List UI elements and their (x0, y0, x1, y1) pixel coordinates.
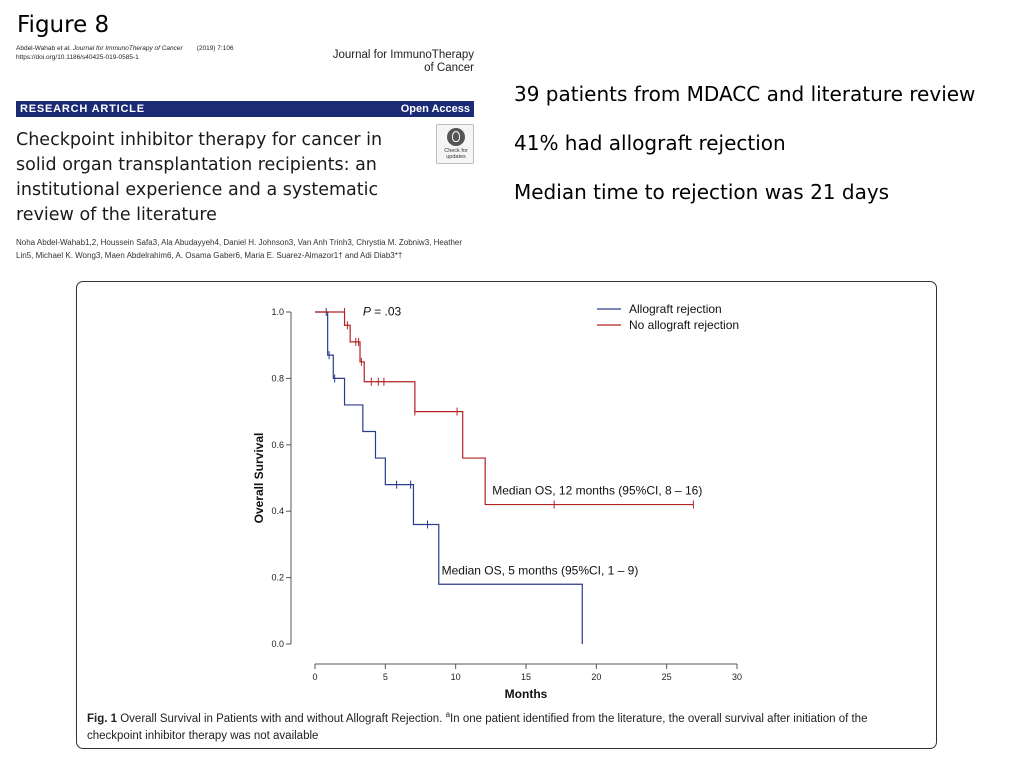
badge-text-line1: Check for (444, 148, 468, 154)
survival-curve (315, 311, 694, 506)
bullet-item: 39 patients from MDACC and literature re… (514, 82, 976, 106)
bullet-list: 39 patients from MDACC and literature re… (514, 70, 975, 217)
y-tick-label: 1.0 (271, 307, 284, 317)
x-tick-label: 0 (312, 672, 317, 682)
citation-authors: Abdel-Wahab (16, 45, 57, 52)
y-tick-label: 0.6 (271, 440, 284, 450)
paper-header: Abdel-Wahab et al. Journal for ImmunoThe… (16, 44, 476, 266)
badge-text-line2: updates (446, 154, 466, 160)
x-tick-label: 10 (451, 672, 461, 682)
figure-caption: Fig. 1 Overall Survival in Patients with… (87, 706, 917, 745)
citation: Abdel-Wahab et al. Journal for ImmunoThe… (16, 44, 234, 62)
journal-logo: Journal for ImmunoTherapy of Cancer (333, 49, 474, 74)
caption-sup: a (445, 710, 451, 719)
journal-name-line2: of Cancer (424, 61, 474, 74)
banner-open-access: Open Access (400, 103, 470, 115)
survival-curve (315, 311, 583, 644)
author-list: Noha Abdel-Wahab1,2, Houssein Safa3, Ala… (16, 238, 463, 260)
figure-panel: 0.0 0.2 0.4 0.6 0.8 1.0 0 5 10 15 20 25 30 Months Over… (76, 281, 937, 749)
y-tick-label: 0.0 (271, 639, 284, 649)
caption-rest: In one patient identified from the liter… (87, 712, 868, 742)
chart-annotation: Median OS, 5 months (95%CI, 1 – 9) (442, 563, 639, 577)
caption-text: Overall Survival in Patients with and wi… (117, 712, 446, 725)
x-tick-label: 30 (732, 672, 742, 682)
chart-annotation: Median OS, 12 months (95%CI, 8 – 16) (492, 484, 702, 498)
banner-article-type: RESEARCH ARTICLE (20, 103, 145, 115)
x-tick-label: 5 (383, 672, 388, 682)
legend-entry: Allograft rejection (629, 302, 722, 316)
chart-annotation: P = .03 (363, 304, 402, 318)
citation-journal: et al. Journal for ImmunoTherapy of Canc… (56, 45, 183, 52)
y-tick-label: 0.2 (271, 573, 284, 583)
y-tick-label: 0.8 (271, 373, 284, 383)
survival-chart: 0.0 0.2 0.4 0.6 0.8 1.0 0 5 10 15 20 25 30 Months Over… (252, 302, 742, 701)
article-banner: RESEARCH ARTICLE Open Access (16, 101, 474, 117)
article-title: Checkpoint inhibitor therapy for cancer … (16, 130, 383, 225)
y-tick-label: 0.4 (271, 506, 284, 516)
y-axis-label: Overall Survival (252, 433, 266, 524)
x-axis-label: Months (505, 687, 548, 701)
caption-label: Fig. 1 (87, 712, 118, 725)
x-tick-label: 25 (662, 672, 672, 682)
x-tick-label: 15 (521, 672, 531, 682)
bullet-item: 41% had allograft rejection (514, 131, 786, 155)
citation-year: (2019) 7:106 (196, 45, 234, 52)
badge-text: Check for updates (437, 148, 475, 160)
bookmark-icon (447, 128, 465, 146)
citation-doi: https://doi.org/10.1186/s40425-019-0585-… (16, 54, 139, 61)
bullet-item: Median time to rejection was 21 days (514, 180, 890, 204)
legend-entry: No allograft rejection (629, 318, 739, 332)
check-for-updates-badge[interactable]: Check for updates (436, 124, 474, 164)
x-tick-label: 20 (591, 672, 601, 682)
slide-title: Figure 8 (17, 12, 110, 38)
journal-name-line1: Journal for ImmunoTherapy (332, 49, 474, 61)
